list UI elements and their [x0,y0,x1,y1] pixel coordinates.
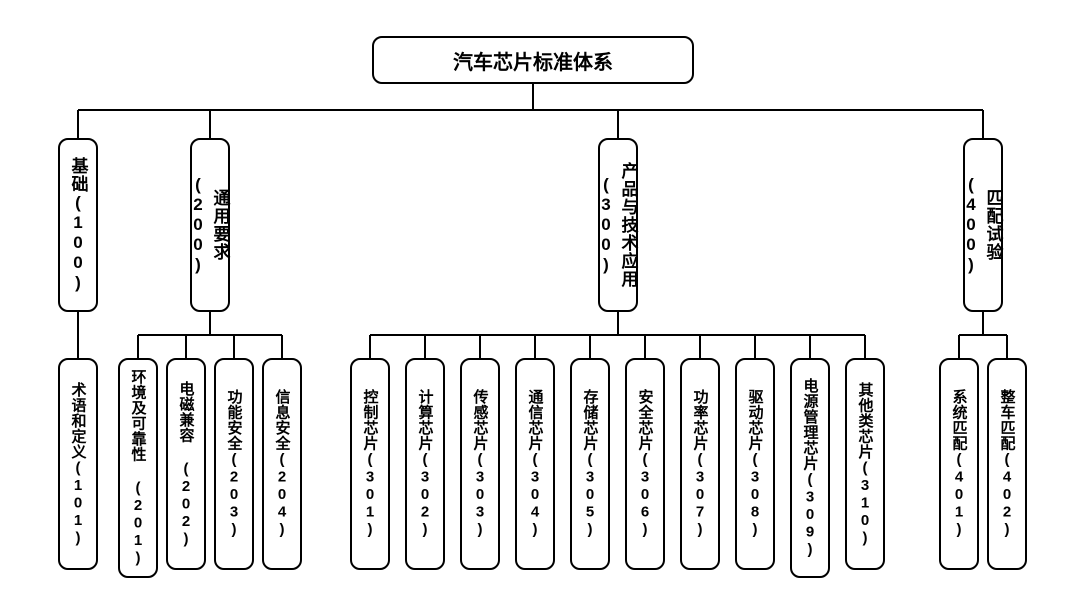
leaf-label: 整车匹配(402) [997,389,1018,539]
node-cat-200: 通用要求(200) [190,138,230,312]
leaf-label: 传感芯片(303) [470,389,491,539]
node-leaf-302: 计算芯片(302) [405,358,445,570]
node-cat-300: 产品与技术应用(300) [598,138,638,312]
cat-label: 匹配试验(400) [961,146,1006,304]
node-leaf-310: 其他类芯片(310) [845,358,885,570]
node-leaf-301: 控制芯片(301) [350,358,390,570]
leaf-label: 系统匹配(401) [949,389,970,539]
node-leaf-402: 整车匹配(402) [987,358,1027,570]
leaf-label: 存储芯片(305) [580,389,601,539]
node-leaf-101: 术语和定义(101) [58,358,98,570]
leaf-label: 术语和定义(101) [68,382,89,547]
root-label: 汽车芯片标准体系 [453,46,613,75]
leaf-label: 计算芯片(302) [415,389,436,539]
leaf-label: 驱动芯片(308) [745,389,766,539]
leaf-label: 信息安全(204) [272,389,293,539]
node-leaf-201: 环境及可靠性 (201) [118,358,158,578]
node-leaf-303: 传感芯片(303) [460,358,500,570]
node-leaf-401: 系统匹配(401) [939,358,979,570]
leaf-label: 电磁兼容 (202) [176,381,197,548]
node-leaf-305: 存储芯片(305) [570,358,610,570]
diagram-stage: 汽车芯片标准体系 基础(100) 通用要求(200) 产品与技术应用(300) … [0,0,1065,595]
leaf-label: 功率芯片(307) [690,389,711,539]
leaf-label: 功能安全(203) [224,389,245,539]
cat-label: 产品与技术应用(300) [596,146,641,304]
node-cat-400: 匹配试验(400) [963,138,1003,312]
leaf-label: 环境及可靠性 (201) [128,369,149,567]
leaf-label: 控制芯片(301) [360,389,381,539]
node-root: 汽车芯片标准体系 [372,36,694,84]
leaf-label: 通信芯片(304) [525,389,546,539]
node-leaf-307: 功率芯片(307) [680,358,720,570]
node-leaf-203: 功能安全(203) [214,358,254,570]
node-leaf-309: 电源管理芯片(309) [790,358,830,578]
leaf-label: 其他类芯片(310) [855,382,876,547]
node-leaf-308: 驱动芯片(308) [735,358,775,570]
node-cat-100: 基础(100) [58,138,98,312]
cat-label: 基础(100) [66,157,91,293]
node-leaf-204: 信息安全(204) [262,358,302,570]
leaf-label: 电源管理芯片(309) [800,378,821,559]
cat-label: 通用要求(200) [188,146,233,304]
node-leaf-202: 电磁兼容 (202) [166,358,206,570]
node-leaf-304: 通信芯片(304) [515,358,555,570]
node-leaf-306: 安全芯片(306) [625,358,665,570]
leaf-label: 安全芯片(306) [635,389,656,539]
